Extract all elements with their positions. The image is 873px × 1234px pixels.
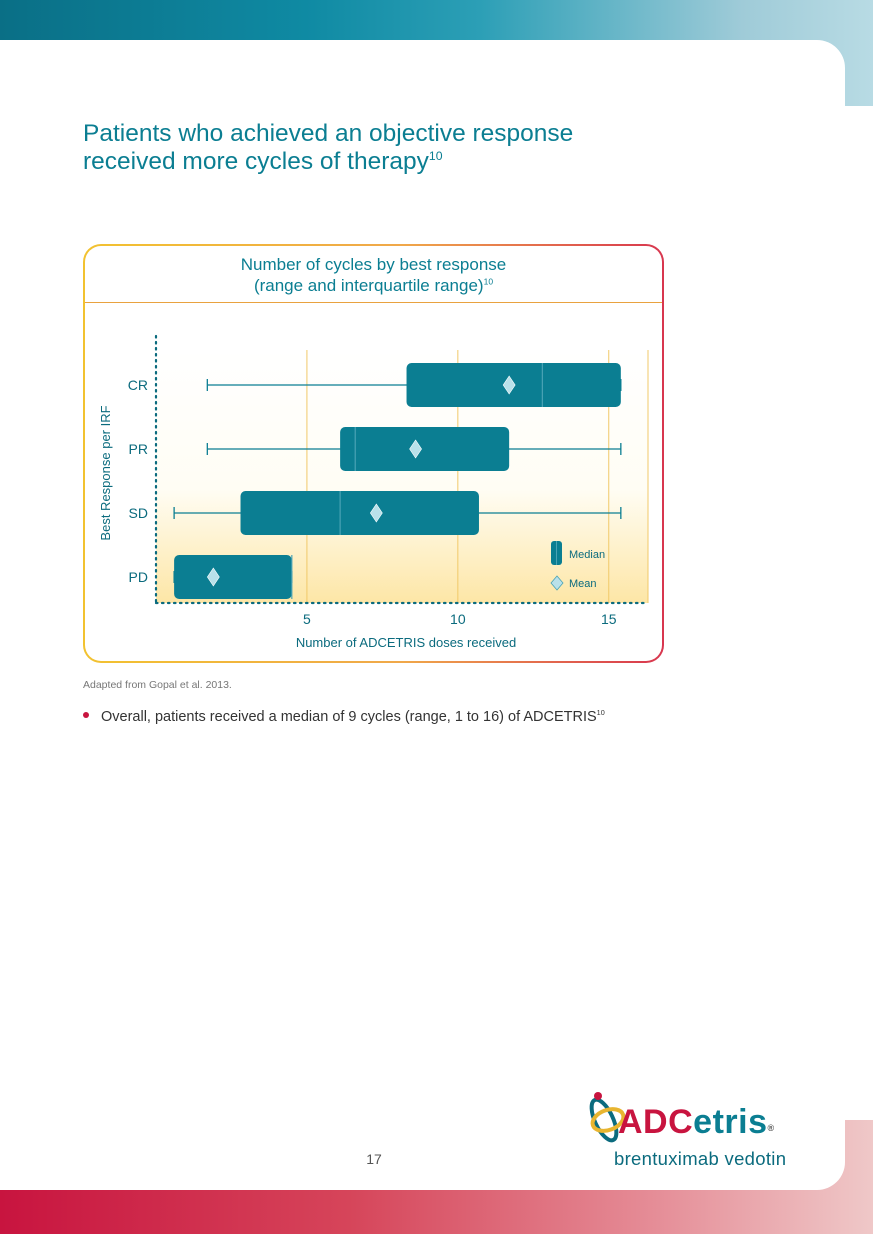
mean-marker: [206, 567, 220, 587]
category-label-pr: PR: [129, 441, 148, 457]
box-sd: [173, 491, 622, 535]
heading-reference: 10: [428, 148, 443, 163]
iqr-box: [340, 427, 510, 471]
bullet-item: Overall, patients received a median of 9…: [83, 709, 743, 725]
legend-mean-marker: [550, 575, 564, 591]
mean-marker: [409, 439, 422, 459]
bullet-reference: 10: [596, 708, 605, 718]
box-pr: [206, 427, 622, 471]
heading-line-2: received more cycles of therapy: [83, 148, 429, 175]
mean-marker: [502, 375, 516, 395]
x-tick-label-15: 15: [601, 611, 617, 627]
brand-name: ADCetris®: [618, 1104, 775, 1140]
category-label-cr: CR: [128, 377, 148, 393]
category-label-sd: SD: [129, 505, 148, 521]
brand-generic-name: brentuximab vedotin: [614, 1148, 787, 1169]
chart-title-line-1: Number of cycles by best response: [240, 255, 507, 274]
heading-line-1: Patients who achieved an objective respo…: [83, 120, 574, 147]
box-plot-chart: CR PR SD PD 5 10 15 Number of ADCETRIS doses re…: [98, 334, 650, 650]
x-tick-label-5: 5: [303, 611, 311, 627]
x-tick-label-10: 10: [450, 611, 466, 627]
box-cr: [206, 363, 622, 407]
bullet-text: Overall, patients received a median of 9…: [101, 709, 597, 725]
page-number: 17: [366, 1151, 382, 1167]
mean-marker: [369, 503, 383, 523]
bullet-dot-icon: [83, 712, 89, 719]
box-pd: [173, 555, 293, 599]
source-note: Adapted from Gopal et al. 2013.: [83, 679, 232, 691]
iqr-box: [174, 555, 292, 599]
y-axis-label: Best Response per IRF: [98, 405, 113, 540]
legend-median-label: Median: [569, 549, 605, 561]
legend-mean-label: Mean: [569, 578, 597, 590]
registered-mark: ®: [767, 1123, 775, 1133]
iqr-box: [240, 491, 479, 535]
brand-name-rest: etris: [693, 1103, 768, 1141]
brand-logo: ADCetris® brentuximab vedotin: [582, 1088, 822, 1172]
chart-title: Number of cycles by best response (range…: [85, 246, 662, 302]
chart-title-reference: 10: [483, 276, 494, 287]
page-heading: Patients who achieved an objective respo…: [83, 120, 723, 176]
x-axis-label: Number of ADCETRIS doses received: [296, 635, 516, 650]
adcetris-logo-icon: [589, 1092, 626, 1143]
category-label-pd: PD: [129, 569, 148, 585]
brand-name-adc: ADC: [618, 1103, 694, 1141]
chart-title-line-2: (range and interquartile range): [253, 276, 484, 295]
